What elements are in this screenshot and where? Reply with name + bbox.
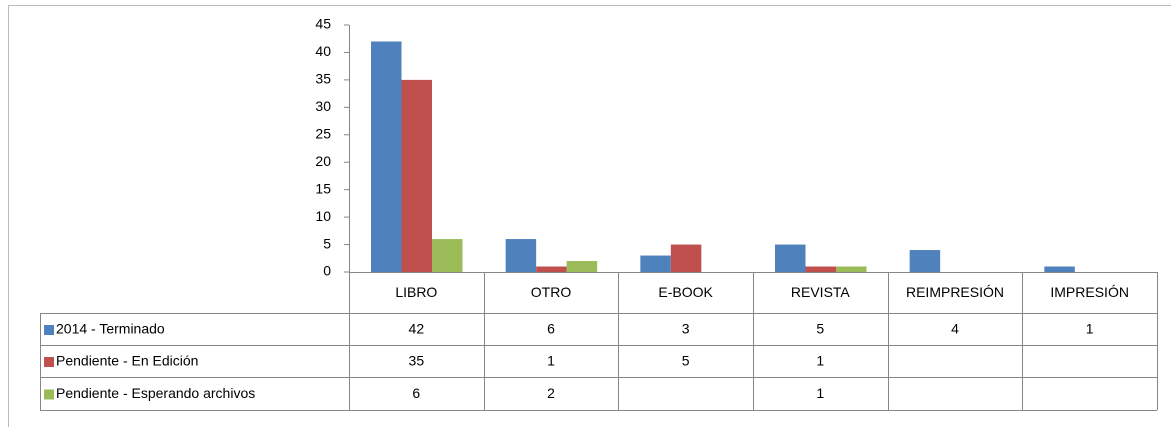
table-value: 5 [816, 321, 824, 337]
legend-label: Pendiente - Esperando archivos [56, 385, 255, 401]
category-label: OTRO [531, 284, 572, 300]
y-tick-label: 45 [315, 16, 331, 32]
y-tick-label: 35 [315, 71, 331, 87]
y-tick-label: 40 [315, 43, 331, 59]
bar [401, 79, 432, 272]
bar [536, 266, 567, 272]
y-tick-label: 30 [315, 98, 331, 114]
table-value: 6 [412, 385, 420, 401]
category-label: E-BOOK [658, 284, 713, 300]
table-value: 1 [547, 353, 555, 369]
legend-label: Pendiente - En Edición [56, 353, 198, 369]
category-label: REIMPRESIÓN [906, 284, 1004, 300]
bar [775, 244, 806, 272]
legend-swatch [44, 357, 54, 367]
table-value: 1 [1086, 321, 1094, 337]
category-label: IMPRESIÓN [1050, 284, 1129, 300]
legend-swatch [44, 325, 54, 335]
table-value: 35 [409, 353, 425, 369]
y-tick-label: 25 [315, 125, 331, 141]
legend-label: 2014 - Terminado [56, 321, 165, 337]
category-label: LIBRO [395, 284, 437, 300]
table-value: 2 [547, 385, 555, 401]
bar [432, 239, 463, 272]
bar [670, 244, 702, 272]
table-value: 4 [951, 321, 959, 337]
table-value: 1 [816, 353, 824, 369]
table-value: 5 [682, 353, 690, 369]
y-tick-label: 15 [315, 180, 331, 196]
table-value: 1 [816, 385, 824, 401]
table-value: 42 [409, 321, 425, 337]
bar [909, 250, 941, 272]
bar [640, 255, 671, 272]
bar [1044, 266, 1075, 272]
bar [836, 266, 867, 272]
legend-swatch [44, 389, 54, 400]
y-tick-label: 0 [323, 263, 331, 279]
y-tick-label: 20 [315, 153, 331, 169]
y-tick-label: 10 [315, 208, 331, 224]
bar [805, 266, 836, 272]
bar [566, 261, 598, 272]
y-tick-label: 5 [323, 235, 331, 251]
bar [371, 41, 402, 272]
table-value: 6 [547, 321, 555, 337]
category-label: REVISTA [791, 284, 851, 300]
table-value: 3 [682, 321, 690, 337]
bar [505, 239, 537, 272]
